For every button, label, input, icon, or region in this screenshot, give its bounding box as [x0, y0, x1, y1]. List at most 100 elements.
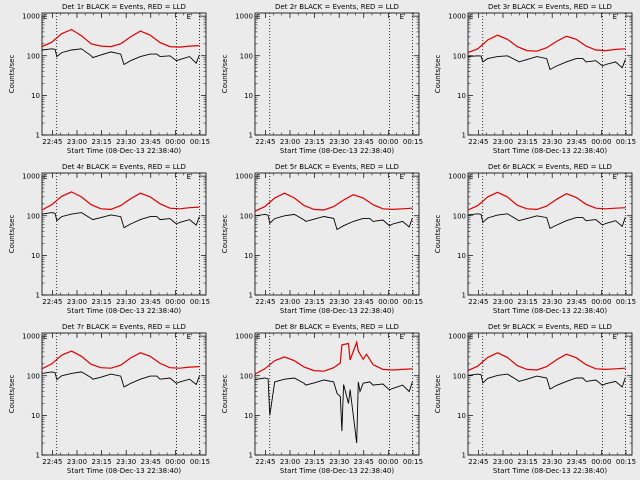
x-tick-label: 23:30: [116, 458, 136, 466]
x-axis-label: Start Time (08-Dec-13 22:38:40): [493, 467, 607, 475]
chart-title: Det 3r BLACK = Events, RED = LLD: [488, 3, 612, 11]
x-tick-label: 22:45: [255, 298, 275, 306]
y-tick-label: 10: [457, 412, 466, 420]
y-axis-label: Counts/sec: [434, 55, 442, 94]
y-tick-label: 100: [240, 212, 253, 220]
x-tick-label: 00:15: [403, 138, 423, 146]
e-marker-label: E: [256, 333, 260, 341]
x-tick-label: 22:45: [468, 458, 488, 466]
x-tick-label: 23:15: [91, 138, 111, 146]
x-tick-label: 00:15: [616, 138, 636, 146]
y-axis-label: Counts/sec: [8, 375, 16, 414]
e-marker-label: E: [613, 173, 617, 181]
y-tick-label: 10: [31, 252, 40, 260]
e-marker-label: E: [469, 333, 473, 341]
events-series-line: [41, 48, 200, 66]
y-tick-label: 100: [240, 372, 253, 380]
x-tick-label: 23:15: [517, 298, 537, 306]
y-tick-label: 100: [453, 52, 466, 60]
x-tick-label: 00:00: [378, 138, 398, 146]
y-tick-label: 1000: [235, 173, 253, 181]
x-tick-label: 00:15: [190, 298, 210, 306]
y-tick-label: 100: [453, 212, 466, 220]
det-8-panel: Det 8r BLACK = Events, RED = LLD 1 10 100 10…: [221, 323, 423, 475]
lld-series-line: [254, 340, 413, 375]
e-marker-label: E: [469, 13, 473, 21]
e-marker-label: E: [400, 173, 404, 181]
y-tick-label: 10: [457, 252, 466, 260]
lld-series-line: [254, 192, 413, 212]
events-series-line: [467, 213, 626, 230]
plot-frame: [254, 172, 420, 296]
x-tick-label: 23:15: [304, 138, 324, 146]
y-tick-label: 1: [36, 132, 40, 140]
chart-title: Det 2r BLACK = Events, RED = LLD: [275, 3, 399, 11]
plot-frame: [254, 12, 420, 136]
x-tick-label: 23:15: [517, 458, 537, 466]
plot-frame: [41, 12, 207, 136]
e-marker-label: E: [400, 333, 404, 341]
events-series-line: [41, 371, 200, 388]
x-tick-label: 22:45: [255, 458, 275, 466]
det-5-panel: Det 5r BLACK = Events, RED = LLD 1 10 100 10…: [221, 163, 423, 315]
plot-frame: [254, 332, 420, 456]
x-axis-label: Start Time (08-Dec-13 22:38:40): [67, 467, 181, 475]
x-tick-label: 23:00: [67, 298, 87, 306]
x-tick-label: 23:45: [567, 298, 587, 306]
y-tick-label: 1: [36, 292, 40, 300]
x-tick-label: 23:45: [567, 138, 587, 146]
x-tick-label: 23:00: [493, 138, 513, 146]
x-tick-label: 00:15: [190, 458, 210, 466]
det-4-panel: Det 4r BLACK = Events, RED = LLD 1 10 100 10…: [8, 163, 210, 315]
x-tick-label: 23:15: [304, 298, 324, 306]
y-tick-label: 100: [27, 212, 40, 220]
x-tick-label: 22:45: [255, 138, 275, 146]
x-tick-label: 22:45: [468, 138, 488, 146]
x-tick-label: 00:00: [165, 458, 185, 466]
x-tick-label: 00:15: [190, 138, 210, 146]
y-tick-label: 1000: [235, 333, 253, 341]
y-tick-label: 100: [27, 372, 40, 380]
y-tick-label: 1: [249, 132, 253, 140]
x-tick-label: 23:45: [354, 138, 374, 146]
x-tick-label: 22:45: [42, 298, 62, 306]
x-axis-label: Start Time (08-Dec-13 22:38:40): [280, 147, 394, 155]
x-tick-label: 23:00: [280, 298, 300, 306]
y-axis-label: Counts/sec: [221, 375, 229, 414]
e-marker-label: E: [613, 333, 617, 341]
chart-title: Det 7r BLACK = Events, RED = LLD: [62, 323, 186, 331]
e-marker-label: E: [256, 173, 260, 181]
x-tick-label: 23:30: [542, 138, 562, 146]
plot-frame: [41, 332, 207, 456]
x-axis-label: Start Time (08-Dec-13 22:38:40): [493, 147, 607, 155]
x-axis-label: Start Time (08-Dec-13 22:38:40): [493, 307, 607, 315]
x-tick-label: 23:00: [280, 138, 300, 146]
x-tick-label: 23:15: [91, 298, 111, 306]
lld-series-line: [467, 352, 626, 372]
plot-frame: [467, 332, 633, 456]
chart-title: Det 9r BLACK = Events, RED = LLD: [488, 323, 612, 331]
det-7-panel: Det 7r BLACK = Events, RED = LLD 1 10 100 10…: [8, 323, 210, 475]
y-tick-label: 10: [244, 252, 253, 260]
events-series-line: [254, 213, 413, 231]
x-tick-label: 00:00: [165, 138, 185, 146]
x-tick-label: 00:00: [591, 458, 611, 466]
y-axis-label: Counts/sec: [221, 215, 229, 254]
y-tick-label: 1000: [448, 173, 466, 181]
x-tick-label: 00:00: [378, 458, 398, 466]
x-tick-label: 00:15: [403, 298, 423, 306]
lld-series-line: [41, 350, 200, 370]
det-6-panel: Det 6r BLACK = Events, RED = LLD 1 10 100 10…: [434, 163, 636, 315]
x-axis-label: Start Time (08-Dec-13 22:38:40): [67, 307, 181, 315]
x-tick-label: 23:45: [567, 458, 587, 466]
x-tick-label: 00:15: [616, 458, 636, 466]
y-tick-label: 1: [249, 452, 253, 460]
y-tick-label: 100: [240, 52, 253, 60]
chart-title: Det 5r BLACK = Events, RED = LLD: [275, 163, 399, 171]
x-tick-label: 00:00: [591, 138, 611, 146]
det-2-panel: Det 2r BLACK = Events, RED = LLD 1 10 100 10…: [221, 3, 423, 155]
e-marker-label: E: [256, 13, 260, 21]
plot-frame: [41, 172, 207, 296]
x-tick-label: 23:30: [329, 298, 349, 306]
